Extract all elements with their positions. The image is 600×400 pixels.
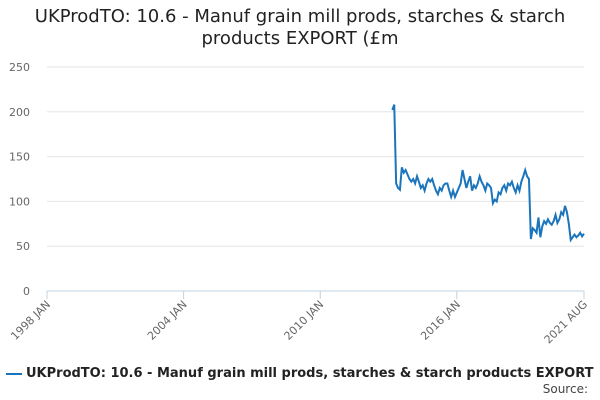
legend-label: UKProdTO: 10.6 - Manuf grain mill prods,… [26, 366, 596, 381]
y-tick-label: 150 [9, 151, 30, 164]
legend-swatch [6, 372, 22, 375]
x-tick-label: 1998 JAN [8, 298, 53, 343]
x-tick-label: 2021 AUG [542, 298, 591, 347]
y-tick-label: 200 [9, 106, 30, 119]
source: Source: [542, 382, 588, 396]
y-tick-label: 250 [9, 61, 30, 74]
x-tick-label: 2016 JAN [418, 298, 463, 343]
chart-title: UKProdTO: 10.6 - Manuf grain mill prods,… [34, 6, 566, 49]
y-tick-label: 50 [16, 240, 30, 253]
data-line [391, 104, 585, 243]
legend: UKProdTO: 10.6 - Manuf grain mill prods,… [6, 366, 596, 381]
x-tick-label: 2004 JAN [145, 298, 190, 343]
y-tick-label: 0 [23, 285, 30, 298]
x-tick-label: 2010 JAN [282, 298, 327, 343]
y-tick-label: 100 [9, 195, 30, 208]
